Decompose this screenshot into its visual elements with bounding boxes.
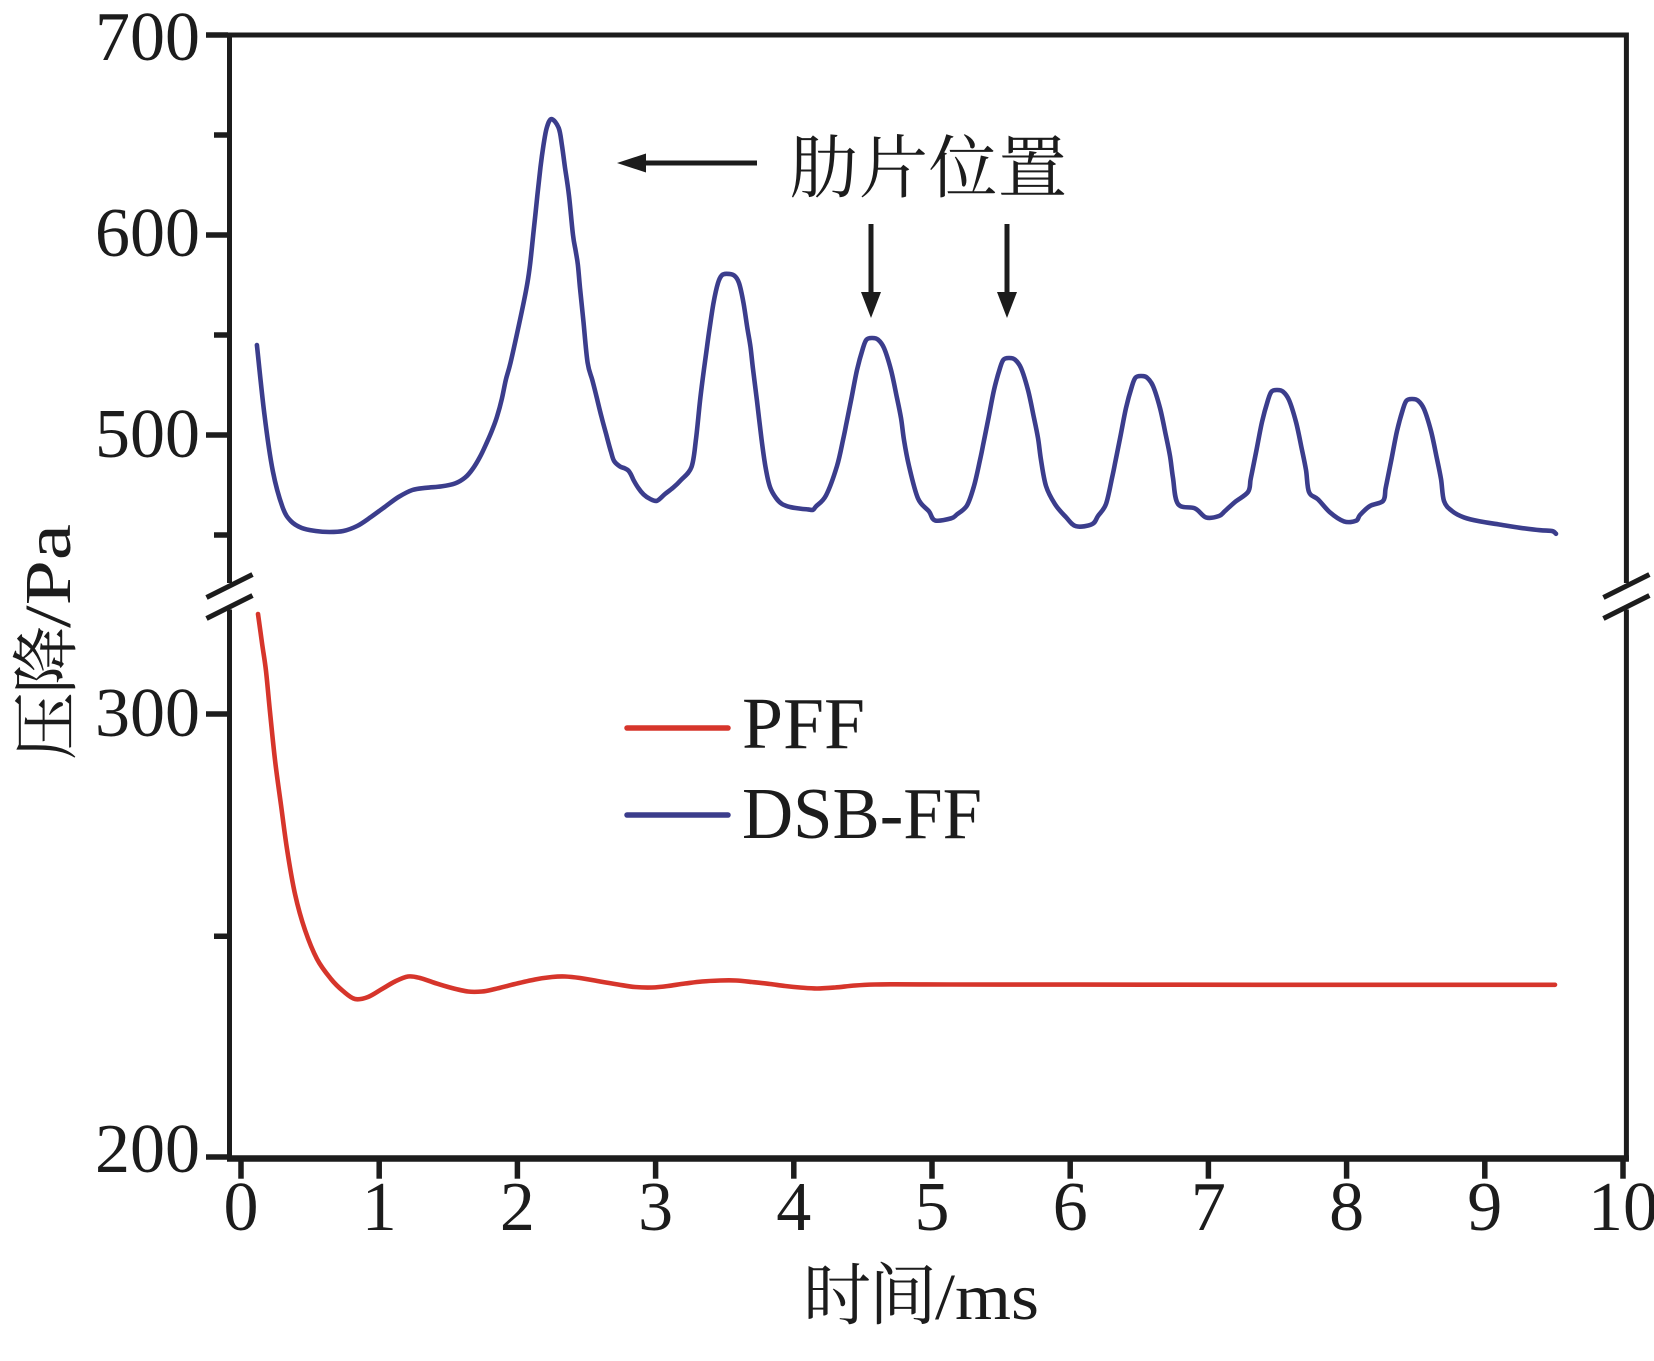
svg-text:PFF: PFF xyxy=(742,683,865,764)
svg-text:7: 7 xyxy=(1191,1169,1226,1246)
svg-text:600: 600 xyxy=(95,195,200,272)
svg-text:/Pa: /Pa xyxy=(12,524,85,628)
svg-text:500: 500 xyxy=(95,396,200,473)
svg-text:0: 0 xyxy=(224,1169,259,1246)
svg-text:300: 300 xyxy=(95,675,200,752)
svg-text:700: 700 xyxy=(95,0,200,76)
svg-text:1: 1 xyxy=(362,1169,397,1246)
svg-text:200: 200 xyxy=(95,1111,200,1188)
svg-text:/ms: /ms xyxy=(935,1261,1039,1334)
svg-text:10: 10 xyxy=(1588,1169,1654,1246)
svg-text:4: 4 xyxy=(776,1169,811,1246)
svg-text:DSB-FF: DSB-FF xyxy=(742,773,982,854)
svg-text:2: 2 xyxy=(500,1169,535,1246)
svg-text:9: 9 xyxy=(1467,1169,1502,1246)
svg-text:6: 6 xyxy=(1053,1169,1088,1246)
svg-text:3: 3 xyxy=(638,1169,673,1246)
svg-text:5: 5 xyxy=(915,1169,950,1246)
svg-text:8: 8 xyxy=(1329,1169,1364,1246)
